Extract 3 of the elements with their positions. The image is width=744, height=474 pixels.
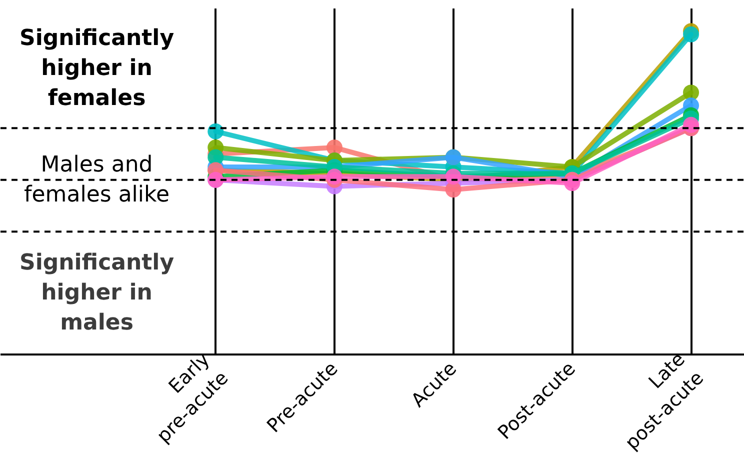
annotation: Males and females alike [24,152,170,208]
annotation: Significantly higher in females [19,26,174,111]
annotation: Significantly higher in males [19,250,174,336]
